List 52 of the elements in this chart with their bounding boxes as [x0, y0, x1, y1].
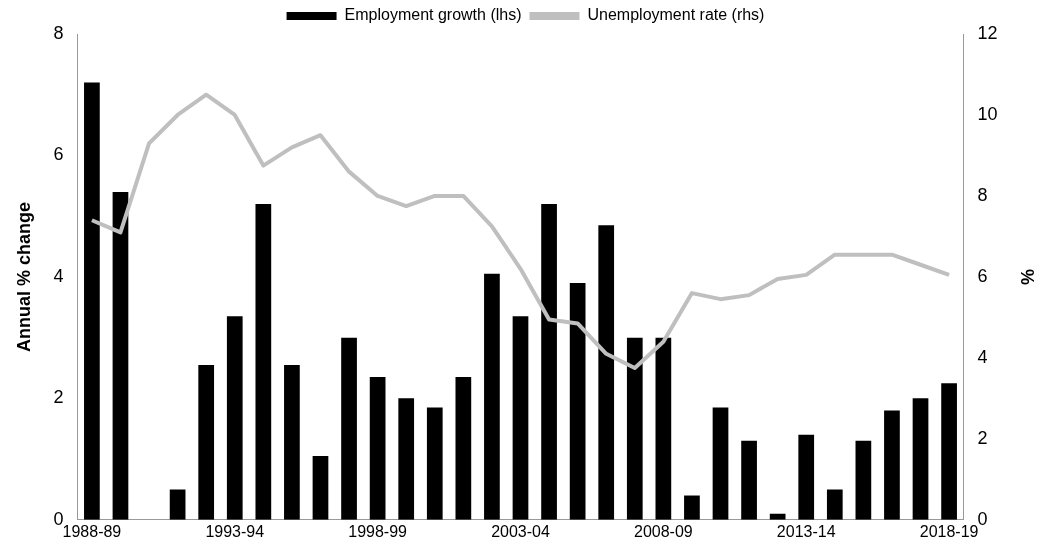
- y2-tick-label: 0: [977, 508, 988, 529]
- x-tick-label: 2013-14: [776, 522, 836, 540]
- y2-tick-label: 12: [977, 22, 998, 43]
- bar: [798, 434, 815, 520]
- bar: [198, 364, 215, 520]
- y-tick-label: 2: [53, 387, 64, 408]
- y-tick-label: 4: [53, 265, 64, 286]
- bar: [884, 410, 900, 520]
- bar: [741, 440, 757, 520]
- x-tick-label: 2018-19: [919, 522, 979, 540]
- bar: [112, 191, 129, 520]
- legend-label: Employment growth (lhs): [344, 6, 522, 24]
- bar: [84, 82, 100, 520]
- bar: [598, 225, 615, 520]
- bar: [855, 440, 872, 520]
- bar: [941, 383, 957, 520]
- legend-label: Unemployment rate (rhs): [587, 6, 765, 24]
- bar: [569, 282, 586, 520]
- bar: [826, 489, 843, 520]
- bar: [912, 398, 929, 520]
- y-tick-label: 6: [53, 144, 64, 165]
- y2-tick-label: 4: [977, 346, 988, 367]
- bar: [426, 407, 443, 520]
- bar: [512, 316, 529, 520]
- bar: [398, 398, 415, 520]
- x-tick-label: 1988-89: [62, 522, 122, 540]
- bar: [255, 204, 272, 520]
- bar: [369, 377, 386, 520]
- bar: [169, 489, 186, 520]
- x-tick-label: 1998-99: [348, 522, 408, 540]
- bar: [655, 337, 672, 520]
- bar: [484, 273, 500, 520]
- y2-tick-label: 2: [977, 427, 988, 448]
- y2-tick-label: 10: [977, 103, 998, 124]
- x-tick-label: 1993-94: [205, 522, 265, 540]
- bar: [626, 337, 643, 520]
- bar: [226, 316, 243, 520]
- x-tick-label: 2008-09: [634, 522, 693, 540]
- y-tick-label: 8: [53, 22, 64, 43]
- y2-tick-label: 6: [977, 265, 988, 286]
- bar: [541, 204, 557, 520]
- y-axis-title: Annual % change: [13, 201, 34, 352]
- y-tick-label: 0: [53, 508, 64, 529]
- bar: [312, 456, 329, 520]
- bar: [341, 337, 357, 520]
- bar: [712, 407, 729, 520]
- y2-tick-label: 8: [977, 184, 988, 205]
- bar: [284, 364, 300, 520]
- x-tick-label: 2003-04: [491, 522, 550, 540]
- bar: [455, 377, 472, 520]
- y2-axis-title: %: [1017, 268, 1038, 285]
- bar: [684, 495, 700, 520]
